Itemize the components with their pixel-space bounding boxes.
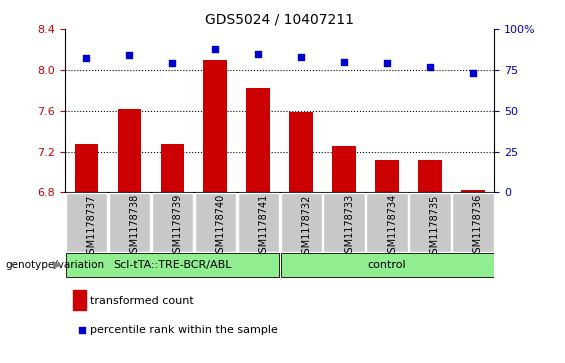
Bar (375, 160, 399, 192)
Bar (246, 88, 270, 192)
Point (254, 51, 263, 57)
Bar (118, 109, 141, 192)
FancyBboxPatch shape (66, 253, 279, 277)
Point (383, 60, 392, 66)
FancyBboxPatch shape (66, 193, 107, 252)
FancyBboxPatch shape (152, 193, 193, 252)
Text: GSM1178734: GSM1178734 (387, 194, 397, 260)
Text: GSM1178740: GSM1178740 (215, 194, 225, 260)
FancyBboxPatch shape (410, 193, 450, 252)
Title: GDS5024 / 10407211: GDS5024 / 10407211 (205, 12, 354, 26)
Text: GSM1178739: GSM1178739 (172, 194, 182, 260)
Bar (332, 146, 356, 192)
Text: GSM1178741: GSM1178741 (258, 194, 268, 260)
Point (82, 56, 91, 61)
Point (340, 59, 349, 65)
Text: GSM1178737: GSM1178737 (86, 194, 97, 260)
Text: transformed count: transformed count (90, 296, 194, 306)
FancyBboxPatch shape (324, 193, 364, 252)
Text: GSM1178736: GSM1178736 (473, 194, 483, 260)
FancyBboxPatch shape (367, 193, 407, 252)
Point (297, 54, 306, 60)
Bar (289, 112, 313, 192)
Point (211, 46, 220, 52)
Point (77, 327, 86, 333)
FancyBboxPatch shape (238, 193, 279, 252)
Text: Scl-tTA::TRE-BCR/ABL: Scl-tTA::TRE-BCR/ABL (113, 260, 232, 270)
Bar (461, 190, 485, 192)
FancyBboxPatch shape (195, 193, 236, 252)
FancyBboxPatch shape (109, 193, 150, 252)
Text: ▶: ▶ (53, 260, 61, 270)
Text: GSM1178733: GSM1178733 (344, 194, 354, 260)
Point (468, 70, 477, 76)
Text: genotype/variation: genotype/variation (6, 260, 105, 270)
FancyBboxPatch shape (281, 193, 321, 252)
Text: percentile rank within the sample: percentile rank within the sample (90, 325, 279, 335)
Bar (75, 144, 98, 192)
Point (125, 52, 134, 58)
FancyBboxPatch shape (281, 253, 493, 277)
Text: GSM1178732: GSM1178732 (301, 194, 311, 260)
FancyBboxPatch shape (453, 193, 493, 252)
Bar (160, 144, 184, 192)
Text: GSM1178738: GSM1178738 (129, 194, 140, 260)
Point (168, 60, 177, 66)
Text: GSM1178735: GSM1178735 (430, 194, 440, 260)
Text: control: control (368, 260, 406, 270)
Bar (203, 60, 227, 192)
Bar (418, 160, 442, 192)
Point (425, 64, 434, 70)
